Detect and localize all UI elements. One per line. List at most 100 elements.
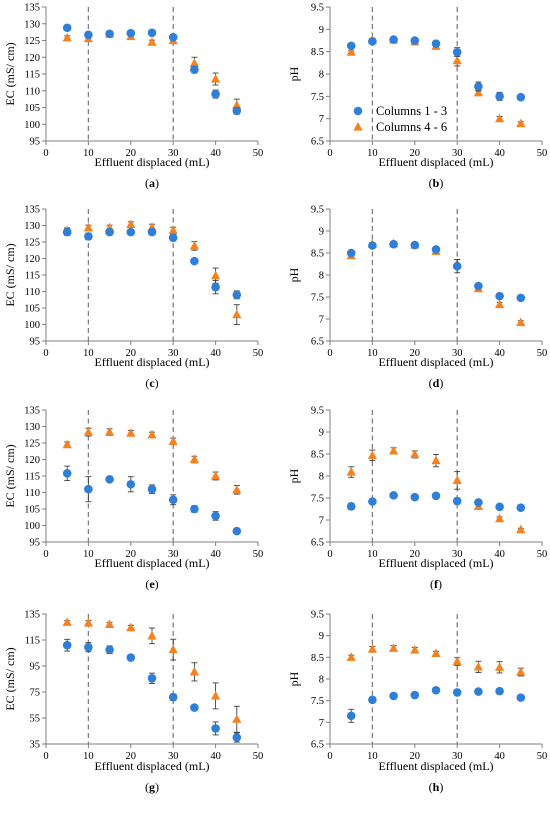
chart-panel-d: 6.5 7 7.5 8 8.5 9 9.5 0 10 20 30 40 50 Effluent displ… [287, 205, 547, 391]
chart-panel-a: 95 100 105 110 115 120 125 130 135 0 10 20 30 40 50 Eff… [3, 3, 263, 191]
data-point-columns-1-3 [62, 469, 72, 478]
data-point-columns-1-3 [368, 695, 377, 705]
x-tick-label: 50 [537, 549, 548, 560]
x-axis-label: Effluent displaced (mL) [378, 155, 493, 169]
y-tick-label: 95 [30, 538, 41, 549]
data-point-columns-4-6 [346, 652, 356, 661]
data-point-columns-1-3 [495, 92, 504, 101]
y-tick-label: 8.5 [311, 450, 324, 461]
data-point-columns-4-6 [126, 219, 136, 229]
x-tick-label: 30 [452, 751, 463, 762]
x-tick-label: 10 [83, 348, 94, 359]
y-tick-label: 100 [24, 320, 40, 331]
data-point-columns-1-3 [232, 733, 242, 742]
y-tick-label: 135 [24, 610, 40, 621]
x-tick-label: 40 [210, 549, 221, 560]
y-tick-label: 115 [25, 70, 40, 81]
data-point-columns-4-6 [495, 513, 505, 523]
x-axis-label: Effluent displaced (mL) [94, 759, 209, 773]
y-tick-label: 130 [24, 19, 40, 30]
chart-panel-f: 6.5 7 7.5 8 8.5 9 9.5 0 10 20 30 40 50 Effluent displ… [287, 406, 547, 592]
panel-letter: (d) [429, 376, 444, 390]
panel-letter: (f) [430, 577, 442, 591]
data-point-columns-4-6 [211, 74, 221, 83]
panel-letter: (h) [429, 780, 444, 794]
y-tick-label: 8.5 [311, 249, 324, 260]
y-tick-label: 9 [319, 227, 324, 238]
data-point-columns-4-6 [211, 471, 221, 480]
data-point-columns-4-6 [168, 225, 178, 235]
y-tick-label: 6.5 [311, 337, 324, 348]
data-point-columns-4-6 [189, 666, 199, 676]
data-point-columns-4-6 [516, 524, 526, 534]
data-point-columns-1-3 [389, 691, 398, 701]
y-tick-label: 9.5 [311, 406, 324, 417]
x-tick-label: 0 [327, 148, 332, 159]
panel-letter: (e) [145, 577, 158, 591]
data-point-columns-4-6 [83, 617, 93, 627]
x-tick-label: 20 [126, 549, 137, 560]
data-point-columns-1-3 [168, 692, 178, 702]
data-point-columns-1-3 [147, 28, 157, 38]
data-point-columns-1-3 [495, 686, 504, 696]
data-point-columns-1-3 [516, 92, 526, 102]
x-tick-label: 0 [43, 751, 48, 762]
data-point-columns-4-6 [367, 644, 377, 653]
data-point-columns-1-3 [474, 687, 483, 696]
y-tick-label: 120 [24, 53, 40, 64]
data-point-columns-1-3 [211, 282, 220, 292]
data-point-columns-4-6 [516, 667, 526, 676]
x-tick-label: 50 [253, 148, 264, 159]
data-point-columns-1-3 [346, 502, 356, 511]
data-point-columns-1-3 [126, 227, 136, 237]
legend-marker-columns-4-6 [353, 122, 363, 131]
data-point-columns-4-6 [495, 113, 505, 123]
x-tick-label: 10 [367, 751, 378, 762]
y-axis-label: EC (mS/ cm) [3, 243, 17, 306]
data-point-columns-1-3 [147, 674, 157, 683]
data-point-columns-1-3 [474, 82, 483, 91]
data-point-columns-1-3 [410, 240, 420, 250]
chart-panel-e: 95 100 105 110 115 120 125 130 135 0 10 20 30 40 50 Eff… [3, 406, 263, 592]
x-tick-label: 30 [168, 751, 179, 762]
panel-letter-text: a [149, 176, 155, 190]
data-point-columns-4-6 [211, 270, 221, 280]
data-point-columns-1-3 [452, 47, 462, 57]
panel-letter: (b) [429, 176, 444, 190]
data-point-columns-1-3 [62, 640, 72, 650]
y-tick-label: 6.5 [311, 538, 324, 549]
y-tick-label: 7.5 [311, 293, 324, 304]
y-tick-label: 75 [30, 688, 41, 699]
y-tick-label: 120 [24, 254, 40, 265]
panel-letter: (a) [145, 176, 159, 190]
x-tick-label: 40 [494, 348, 505, 359]
x-axis-label: Effluent displaced (mL) [378, 759, 493, 773]
y-axis-label: pH [287, 671, 301, 686]
data-point-columns-1-3 [84, 642, 93, 652]
x-tick-label: 30 [452, 348, 463, 359]
y-tick-label: 95 [30, 337, 41, 348]
x-tick-label: 50 [253, 348, 264, 359]
data-point-columns-4-6 [83, 222, 93, 232]
x-tick-label: 40 [210, 751, 221, 762]
x-tick-label: 30 [452, 549, 463, 560]
chart-panel-g: 35 55 75 95 115 135 0 10 20 30 40 50 Effluent displa… [3, 610, 263, 795]
y-tick-label: 125 [24, 36, 40, 47]
data-point-columns-4-6 [473, 87, 483, 97]
data-point-columns-4-6 [189, 454, 199, 464]
data-point-columns-1-3 [168, 233, 178, 243]
x-tick-label: 10 [83, 751, 94, 762]
x-tick-label: 40 [210, 148, 221, 159]
data-point-columns-1-3 [452, 496, 462, 506]
data-point-columns-4-6 [189, 58, 199, 67]
data-point-columns-1-3 [389, 35, 398, 44]
data-point-columns-4-6 [232, 484, 242, 494]
data-point-columns-4-6 [495, 662, 505, 671]
data-point-columns-4-6 [232, 309, 242, 319]
y-tick-label: 125 [24, 439, 40, 450]
legend: Columns 1 - 3 Columns 4 - 6 [353, 104, 447, 134]
data-point-columns-1-3 [190, 256, 199, 266]
y-tick-label: 9 [319, 631, 324, 642]
y-tick-label: 7 [319, 114, 324, 125]
x-tick-label: 0 [327, 549, 332, 560]
